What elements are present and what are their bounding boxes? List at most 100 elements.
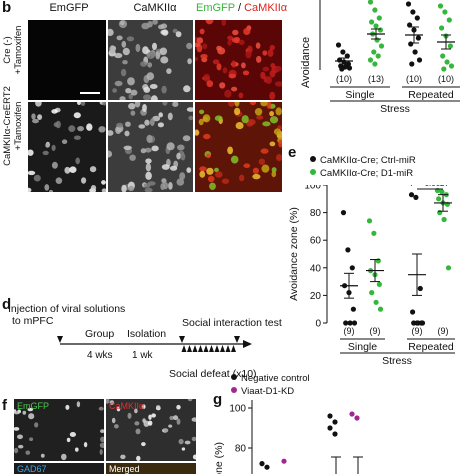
data-point <box>369 19 375 25</box>
neuron-cell <box>31 113 36 120</box>
neuron-cell <box>168 424 173 428</box>
neuron-cell <box>148 414 152 420</box>
neuron-cell <box>239 174 245 182</box>
data-point <box>339 66 345 72</box>
neuron-cell <box>151 145 159 152</box>
neuron-cell <box>108 130 114 136</box>
neuron-cell <box>232 29 239 36</box>
neuron-cell <box>238 92 244 99</box>
neuron-cell <box>275 65 282 72</box>
data-point <box>367 0 374 5</box>
neuron-cell <box>206 167 214 175</box>
micrograph-creert2-merge <box>195 102 282 192</box>
tile-f-merged-label: Merged <box>109 464 140 474</box>
neuron-cell <box>182 135 191 142</box>
row-label-cre-neg: Cre (-) +Tamoxifen <box>2 22 24 78</box>
neuron-cell <box>142 104 147 112</box>
neuron-cell <box>119 96 126 100</box>
data-point <box>378 43 385 49</box>
defeat-marker <box>203 345 209 352</box>
neuron-cell <box>73 135 81 140</box>
micrograph-f-gad67: GAD67 <box>14 463 104 474</box>
data-point <box>439 25 445 31</box>
neuron-cell <box>203 133 211 140</box>
neuron-cell <box>141 404 146 410</box>
neuron-cell <box>273 128 282 135</box>
micrograph-f-emgfp: EmGFP <box>14 399 104 461</box>
legend-g-dot-kd <box>231 387 237 393</box>
neuron-cell <box>231 86 238 92</box>
data-point <box>332 419 338 425</box>
neuron-cell <box>224 89 232 98</box>
data-point <box>405 1 412 7</box>
neuron-cell <box>151 413 156 418</box>
neuron-cell <box>228 73 236 79</box>
neuron-cell <box>116 122 124 128</box>
neuron-cell <box>203 73 211 82</box>
neuron-cell <box>227 35 234 41</box>
defeat-marker <box>225 345 231 352</box>
neuron-cell <box>228 102 235 107</box>
neuron-cell <box>99 449 103 455</box>
legend-g-dot-control <box>231 374 237 380</box>
data-point <box>373 23 379 29</box>
neuron-cell <box>22 410 27 415</box>
neuron-cell <box>227 146 233 155</box>
neuron-cell <box>252 173 261 180</box>
neuron-cell <box>176 418 181 425</box>
neuron-cell <box>160 29 168 35</box>
data-point <box>419 320 426 326</box>
neuron-cell <box>260 148 269 154</box>
defeat-marker <box>192 345 198 352</box>
neuron-cell <box>219 82 226 89</box>
neuron-cell <box>28 413 35 420</box>
neuron-cell <box>214 115 223 121</box>
neuron-cell <box>187 58 192 65</box>
neuron-cell <box>261 164 270 173</box>
neuron-cell <box>183 85 191 93</box>
neuron-cell <box>243 27 251 36</box>
neuron-cell <box>28 170 36 176</box>
neuron-cell <box>140 61 148 67</box>
data-point <box>441 216 447 223</box>
neuron-cell <box>114 80 123 87</box>
data-point <box>439 189 445 195</box>
defeat-marker <box>220 345 225 352</box>
neuron-cell <box>192 454 196 460</box>
neuron-cell <box>64 166 71 174</box>
scale-bar <box>80 92 100 94</box>
neuron-cell <box>83 442 88 448</box>
y-tick-label: 40 <box>310 263 322 274</box>
timeline-title-line1: Injection of viral solutions <box>8 303 125 315</box>
neuron-cell <box>262 66 270 72</box>
neuron-cell <box>247 119 256 126</box>
neuron-cell <box>129 154 136 161</box>
neuron-cell <box>199 170 206 178</box>
neuron-cell <box>116 35 123 41</box>
n-label: (9) <box>412 326 423 336</box>
neuron-cell <box>199 166 207 172</box>
neuron-cell <box>143 94 151 100</box>
data-point <box>332 431 338 437</box>
neuron-cell <box>69 166 77 173</box>
neuron-cell <box>158 24 164 30</box>
data-point <box>446 17 452 23</box>
neuron-cell <box>176 178 185 186</box>
neuron-cell <box>125 88 132 94</box>
data-point <box>440 53 446 59</box>
neuron-cell <box>25 450 31 455</box>
neuron-cell <box>167 112 173 121</box>
neuron-cell <box>207 175 215 183</box>
neuron-cell <box>130 110 136 116</box>
legend-g-item-kd: Viaat-D1-KD <box>231 385 310 398</box>
neuron-cell <box>256 55 262 63</box>
legend-e-text-d1: CaMKIIα-Cre; D1-miR <box>320 168 414 179</box>
neuron-cell <box>161 164 170 170</box>
neuron-cell <box>160 183 166 190</box>
neuron-cell <box>241 115 249 124</box>
neuron-cell <box>202 43 208 50</box>
data-point <box>377 27 383 33</box>
neuron-cell <box>274 81 282 87</box>
neuron-cell <box>146 51 155 60</box>
neuron-cell <box>177 144 185 151</box>
